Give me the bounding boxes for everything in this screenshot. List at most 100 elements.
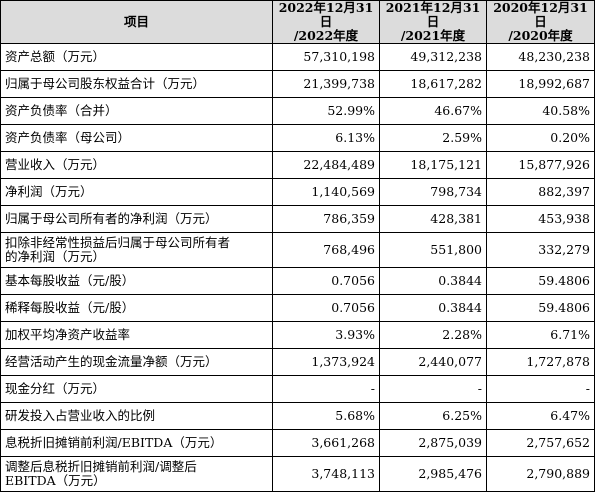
cell-2020: 59.4806 xyxy=(486,267,595,295)
cell-2022: 1,373,924 xyxy=(272,348,380,376)
header-2022-year: /2022年度 xyxy=(293,28,359,43)
row-label-line: 加权平均净资产收益率 xyxy=(5,327,131,342)
cell-2022: 5.68% xyxy=(272,402,380,430)
row-label: 调整后息税折旧摊销前利润/调整后 EBITDA（万元） xyxy=(0,456,273,492)
cell-2020: 2,757,652 xyxy=(486,429,595,457)
row-label: 归属于母公司所有者的净利润（万元） xyxy=(0,205,273,233)
row-label-line: 息税折旧摊销前利润/EBITDA（万元） xyxy=(5,435,223,450)
cell-2020: 332,279 xyxy=(486,232,595,268)
table-row: 归属于母公司所有者的净利润（万元） 786,359 428,381 453,938 xyxy=(0,205,595,233)
cell-2022: 52.99% xyxy=(272,97,380,125)
row-label: 营业收入（万元） xyxy=(0,151,273,179)
cell-2021: 2,985,476 xyxy=(379,456,487,492)
row-label-line: 归属于母公司股东权益合计（万元） xyxy=(5,76,206,91)
header-2020: 2020年12月31日 /2020年度 xyxy=(486,0,595,44)
cell-2020: 453,938 xyxy=(486,205,595,233)
header-2021-date: 2021年12月31日 xyxy=(385,0,481,29)
header-2022-date: 2022年12月31日 xyxy=(278,0,374,29)
cell-2021: 2,440,077 xyxy=(379,348,487,376)
cell-2020: 1,727,878 xyxy=(486,348,595,376)
cell-2022: 3,661,268 xyxy=(272,429,380,457)
header-2021-year: /2021年度 xyxy=(400,28,466,43)
row-label: 加权平均净资产收益率 xyxy=(0,321,273,349)
row-label-line: 资产总额（万元） xyxy=(5,49,106,64)
cell-2022: 3,748,113 xyxy=(272,456,380,492)
cell-2021: 551,800 xyxy=(379,232,487,268)
table-row: 基本每股收益（元/股） 0.7056 0.3844 59.4806 xyxy=(0,267,595,295)
table-row: 经营活动产生的现金流量净额（万元） 1,373,924 2,440,077 1,727… xyxy=(0,348,595,376)
row-label: 研发投入占营业收入的比例 xyxy=(0,402,273,430)
cell-2020: 59.4806 xyxy=(486,294,595,322)
cell-2021: 2.28% xyxy=(379,321,487,349)
cell-2022: 21,399,738 xyxy=(272,70,380,98)
cell-2020: 18,992,687 xyxy=(486,70,595,98)
cell-2021: 798,734 xyxy=(379,178,487,206)
row-label-line: EBITDA（万元） xyxy=(5,473,106,488)
cell-2022: 0.7056 xyxy=(272,267,380,295)
row-label: 经营活动产生的现金流量净额（万元） xyxy=(0,348,273,376)
table-row: 净利润（万元） 1,140,569 798,734 882,397 xyxy=(0,178,595,206)
cell-2020: 882,397 xyxy=(486,178,595,206)
cell-2021: 2.59% xyxy=(379,124,487,152)
row-label: 资产负债率（母公司） xyxy=(0,124,273,152)
cell-2021: 428,381 xyxy=(379,205,487,233)
row-label-line: 归属于母公司所有者的净利润（万元） xyxy=(5,211,218,226)
table-row: 营业收入（万元） 22,484,489 18,175,121 15,877,926 xyxy=(0,151,595,179)
row-label: 净利润（万元） xyxy=(0,178,273,206)
row-label-line: 稀释每股收益（元/股） xyxy=(5,300,135,315)
header-2020-year: /2020年度 xyxy=(508,28,573,43)
header-item: 项目 xyxy=(0,0,273,44)
row-label-line: 资产负债率（合并） xyxy=(5,103,118,118)
table-row: 息税折旧摊销前利润/EBITDA（万元） 3,661,268 2,875,039 2,… xyxy=(0,429,595,457)
cell-2021: 46.67% xyxy=(379,97,487,125)
cell-2021: 18,617,282 xyxy=(379,70,487,98)
table-row: 稀释每股收益（元/股） 0.7056 0.3844 59.4806 xyxy=(0,294,595,322)
cell-2021: - xyxy=(379,375,487,403)
table-row: 现金分红（万元） - - - xyxy=(0,375,595,403)
cell-2022: 1,140,569 xyxy=(272,178,380,206)
table-row: 扣除非经常性损益后归属于母公司所有者 的净利润（万元） 768,496 551,800… xyxy=(0,232,595,268)
cell-2021: 49,312,238 xyxy=(379,43,487,71)
row-label-line: 调整后息税折旧摊销前利润/调整后 xyxy=(5,459,197,474)
cell-2021: 0.3844 xyxy=(379,267,487,295)
row-label-line: 研发投入占营业收入的比例 xyxy=(5,408,156,423)
table-row: 资产总额（万元） 57,310,198 49,312,238 48,230,238 xyxy=(0,43,595,71)
header-2020-date: 2020年12月31日 xyxy=(493,0,588,29)
table-row: 资产负债率（合并） 52.99% 46.67% 40.58% xyxy=(0,97,595,125)
cell-2022: 0.7056 xyxy=(272,294,380,322)
cell-2020: 40.58% xyxy=(486,97,595,125)
table-row: 归属于母公司股东权益合计（万元） 21,399,738 18,617,282 18,9… xyxy=(0,70,595,98)
row-label-line: 的净利润（万元） xyxy=(5,249,106,264)
row-label-line: 经营活动产生的现金流量净额（万元） xyxy=(5,354,218,369)
cell-2020: 15,877,926 xyxy=(486,151,595,179)
row-label: 基本每股收益（元/股） xyxy=(0,267,273,295)
cell-2020: 48,230,238 xyxy=(486,43,595,71)
cell-2022: 22,484,489 xyxy=(272,151,380,179)
row-label-line: 基本每股收益（元/股） xyxy=(5,273,135,288)
row-label-line: 资产负债率（母公司） xyxy=(5,130,131,145)
table-row: 研发投入占营业收入的比例 5.68% 6.25% 6.47% xyxy=(0,402,595,430)
cell-2022: 768,496 xyxy=(272,232,380,268)
row-label: 资产负债率（合并） xyxy=(0,97,273,125)
row-label-line: 营业收入（万元） xyxy=(5,157,106,172)
cell-2020: - xyxy=(486,375,595,403)
cell-2020: 2,790,889 xyxy=(486,456,595,492)
table-row: 调整后息税折旧摊销前利润/调整后 EBITDA（万元） 3,748,113 2,985… xyxy=(0,456,595,492)
table-row: 加权平均净资产收益率 3.93% 2.28% 6.71% xyxy=(0,321,595,349)
cell-2022: 786,359 xyxy=(272,205,380,233)
cell-2021: 18,175,121 xyxy=(379,151,487,179)
cell-2020: 6.71% xyxy=(486,321,595,349)
cell-2022: 6.13% xyxy=(272,124,380,152)
table-header-row: 项目 2022年12月31日 /2022年度 2021年12月31日 /2021… xyxy=(0,0,595,44)
cell-2020: 6.47% xyxy=(486,402,595,430)
cell-2021: 2,875,039 xyxy=(379,429,487,457)
row-label: 息税折旧摊销前利润/EBITDA（万元） xyxy=(0,429,273,457)
table-body: 资产总额（万元） 57,310,198 49,312,238 48,230,238 归属… xyxy=(0,43,595,492)
cell-2021: 0.3844 xyxy=(379,294,487,322)
row-label: 稀释每股收益（元/股） xyxy=(0,294,273,322)
row-label: 资产总额（万元） xyxy=(0,43,273,71)
cell-2022: 57,310,198 xyxy=(272,43,380,71)
header-item-label: 项目 xyxy=(123,14,149,29)
